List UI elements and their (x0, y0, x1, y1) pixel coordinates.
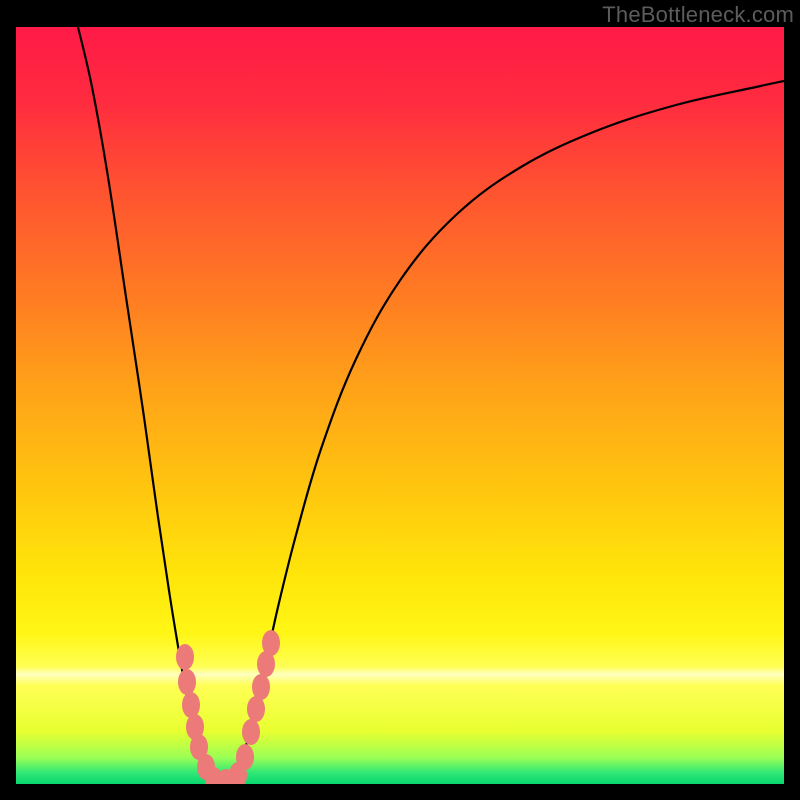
plot-area (16, 27, 784, 784)
data-marker (176, 644, 194, 670)
chart-frame: TheBottleneck.com (0, 0, 800, 800)
data-marker (247, 696, 265, 722)
data-marker (262, 630, 280, 656)
plot-svg (16, 27, 784, 784)
frame-border-bottom (0, 784, 800, 800)
frame-border-right (784, 0, 800, 800)
data-marker (252, 674, 270, 700)
data-marker (236, 744, 254, 770)
watermark-text: TheBottleneck.com (602, 2, 794, 28)
data-marker (242, 719, 260, 745)
data-marker (178, 669, 196, 695)
frame-border-left (0, 0, 16, 800)
plot-background (16, 27, 784, 784)
data-marker (182, 692, 200, 718)
